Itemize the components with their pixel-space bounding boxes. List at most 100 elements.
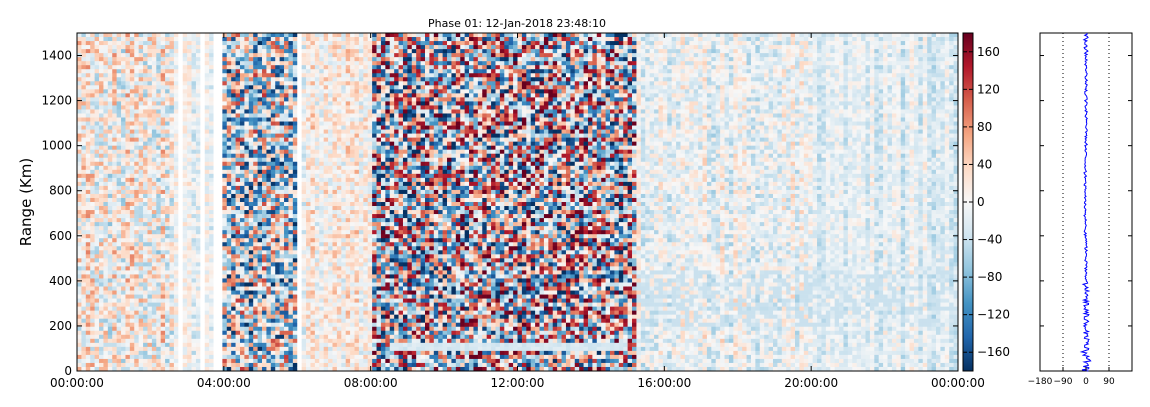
heatmap-cell [226, 326, 232, 332]
heatmap-cell [217, 81, 223, 86]
heatmap-cell [85, 358, 91, 364]
heatmap-cell [248, 105, 254, 110]
heatmap-cell [134, 218, 139, 223]
heatmap-cell [292, 85, 298, 90]
heatmap-cell [279, 314, 285, 319]
heatmap-cell [292, 274, 298, 279]
heatmap-cell [129, 214, 135, 219]
heatmap-cell [165, 121, 170, 126]
heatmap-cell [191, 362, 197, 368]
heatmap-cell [336, 89, 342, 94]
heatmap-cell [107, 193, 113, 199]
heatmap-cell [191, 85, 197, 90]
heatmap-cell [125, 189, 131, 195]
heatmap-cell [107, 282, 113, 287]
heatmap-cell [147, 346, 153, 352]
heatmap-cell [112, 137, 117, 142]
heatmap-cell [262, 181, 267, 187]
heatmap-cell [204, 173, 210, 179]
heatmap-cell [270, 290, 276, 295]
heatmap-cell [138, 238, 144, 243]
heatmap-cell [147, 358, 153, 364]
heatmap-cell [328, 153, 333, 159]
heatmap-cell [129, 77, 135, 82]
heatmap-cell [323, 37, 329, 42]
heatmap-cell [235, 189, 241, 195]
heatmap-cell [319, 61, 324, 66]
heatmap-cell [187, 234, 192, 239]
heatmap-cell [200, 153, 206, 159]
heatmap-cell [138, 197, 144, 203]
heatmap-cell [99, 214, 104, 219]
heatmap-cell [116, 322, 122, 328]
heatmap-cell [323, 242, 329, 247]
heatmap-cell [301, 354, 307, 360]
heatmap-cell [178, 346, 184, 352]
heatmap-cell [178, 181, 184, 187]
heatmap-cell [226, 109, 232, 114]
heatmap-cell [200, 206, 206, 211]
heatmap-cell [306, 81, 311, 86]
heatmap-cell [226, 189, 232, 195]
heatmap-cell [191, 133, 197, 138]
heatmap-cell [191, 282, 197, 287]
heatmap-cell [204, 157, 210, 163]
heatmap-cell [301, 254, 307, 259]
heatmap-cell [173, 169, 179, 175]
heatmap-cell [319, 189, 324, 195]
heatmap-cell [270, 238, 276, 243]
heatmap-cell [200, 129, 206, 134]
heatmap-cell [107, 197, 113, 203]
heatmap-cell [134, 73, 139, 78]
heatmap-cell [239, 65, 245, 70]
heatmap-cell [103, 274, 109, 279]
heatmap-cell [156, 49, 161, 54]
heatmap-cell [314, 354, 320, 360]
heatmap-cell [182, 266, 188, 271]
heatmap-cell [81, 73, 87, 78]
heatmap-cell [257, 218, 263, 223]
heatmap-cell [301, 226, 307, 231]
heatmap-cell [156, 286, 161, 291]
heatmap-cell [112, 65, 117, 70]
heatmap-cell [248, 270, 254, 275]
heatmap-cell [279, 206, 285, 211]
heatmap-cell [134, 41, 139, 46]
heatmap-cell [121, 141, 126, 146]
heatmap-cell [77, 57, 82, 62]
heatmap-cell [99, 169, 104, 175]
heatmap-cell [319, 185, 324, 191]
heatmap-cell [235, 342, 241, 348]
heatmap-cell [103, 306, 109, 311]
heatmap-cell [270, 358, 276, 364]
heatmap-cell [213, 350, 219, 356]
heatmap-cell [279, 254, 285, 259]
heatmap-cell [134, 133, 139, 138]
heatmap-cell [81, 137, 87, 142]
heatmap-cell [222, 45, 228, 50]
heatmap-cell [195, 202, 201, 207]
heatmap-cell [151, 169, 157, 175]
heatmap-cell [266, 322, 272, 328]
heatmap-cell [178, 302, 184, 307]
heatmap-cell [297, 121, 302, 126]
heatmap-cell [209, 262, 214, 267]
heatmap-cell [195, 250, 201, 255]
heatmap-cell [332, 206, 338, 211]
heatmap-cell [262, 65, 267, 70]
heatmap-cell [204, 210, 210, 215]
heatmap-cell [138, 342, 144, 348]
heatmap-cell [165, 177, 170, 183]
heatmap-cell [266, 206, 272, 211]
heatmap-cell [284, 246, 289, 251]
heatmap-cell [332, 93, 338, 98]
heatmap-cell [182, 181, 188, 187]
heatmap-cell [284, 362, 289, 368]
heatmap-cell [103, 117, 109, 122]
heatmap-cell [129, 242, 135, 247]
heatmap-cell [257, 57, 263, 62]
heatmap-cell [336, 73, 342, 78]
heatmap-cell [169, 282, 175, 287]
heatmap-cell [235, 310, 241, 315]
heatmap-cell [165, 326, 170, 332]
